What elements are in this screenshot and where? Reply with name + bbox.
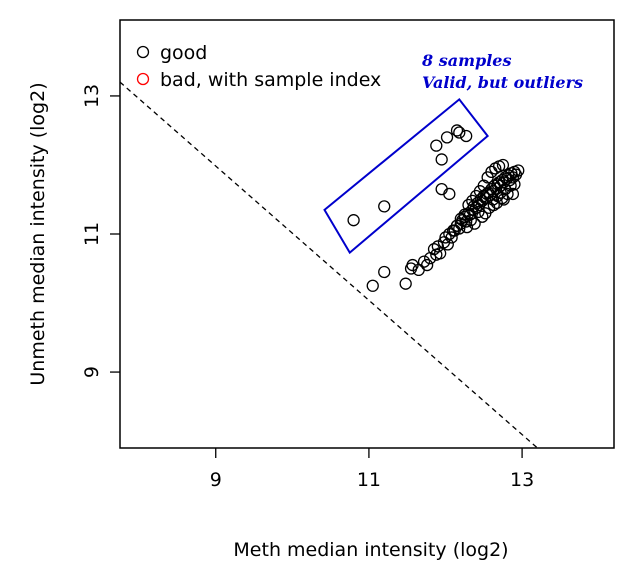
highlight-box-group xyxy=(323,97,490,255)
y-tick-label: 9 xyxy=(81,366,103,378)
point-good xyxy=(479,207,492,220)
point-good xyxy=(468,217,481,230)
point-good xyxy=(487,198,500,212)
legend-label-bad: bad, with sample index xyxy=(160,69,381,91)
point-good xyxy=(420,258,434,272)
legend-marker-good xyxy=(136,45,150,59)
point-good xyxy=(460,220,474,234)
scatter-points xyxy=(347,124,525,292)
point-good xyxy=(450,124,464,137)
annotation-outlier-note: Valid, but outliers xyxy=(422,73,583,92)
y-axis-ticks: 9 11 13 xyxy=(81,84,120,378)
x-tick-label: 9 xyxy=(210,469,222,491)
point-good xyxy=(347,214,360,227)
x-axis-ticks: 9 11 13 xyxy=(210,448,534,491)
point-good xyxy=(490,196,503,210)
point-good xyxy=(477,179,490,192)
outlier-highlight-box xyxy=(323,97,490,255)
legend-marker-bad xyxy=(136,72,150,86)
legend-label-good: good xyxy=(160,42,207,64)
x-tick-label: 13 xyxy=(510,469,534,491)
point-good xyxy=(497,193,510,206)
x-tick-label: 11 xyxy=(357,469,381,491)
point-good xyxy=(453,126,466,139)
point-good xyxy=(435,153,448,166)
point-good xyxy=(460,129,473,143)
annotation-sample-count: 8 samples xyxy=(421,51,511,70)
point-good xyxy=(447,224,460,237)
point-good xyxy=(378,265,391,279)
reference-line-group xyxy=(120,81,538,448)
point-good xyxy=(512,164,525,177)
point-good xyxy=(453,222,466,235)
y-axis-label: Unmeth median intensity (log2) xyxy=(27,82,49,385)
point-good xyxy=(454,212,467,225)
point-good xyxy=(496,158,510,172)
point-good xyxy=(508,178,521,191)
x-axis-label: Meth median intensity (log2) xyxy=(233,539,508,561)
point-good xyxy=(443,187,456,201)
point-good xyxy=(435,182,448,196)
point-good xyxy=(445,231,458,244)
point-good xyxy=(464,214,477,227)
legend: good bad, with sample index xyxy=(136,42,381,91)
point-good xyxy=(430,139,443,152)
point-good xyxy=(366,279,379,292)
point-good xyxy=(439,231,452,244)
point-good xyxy=(399,277,412,290)
point-good xyxy=(506,187,520,201)
point-good xyxy=(427,243,441,256)
point-good xyxy=(476,210,489,223)
point-good xyxy=(433,247,447,260)
point-good xyxy=(378,200,391,213)
y-tick-label: 13 xyxy=(81,84,103,108)
reference-dashed-line xyxy=(120,81,538,448)
point-good xyxy=(417,255,431,268)
point-good xyxy=(440,131,454,144)
point-good xyxy=(469,189,483,203)
y-tick-label: 11 xyxy=(81,222,103,246)
